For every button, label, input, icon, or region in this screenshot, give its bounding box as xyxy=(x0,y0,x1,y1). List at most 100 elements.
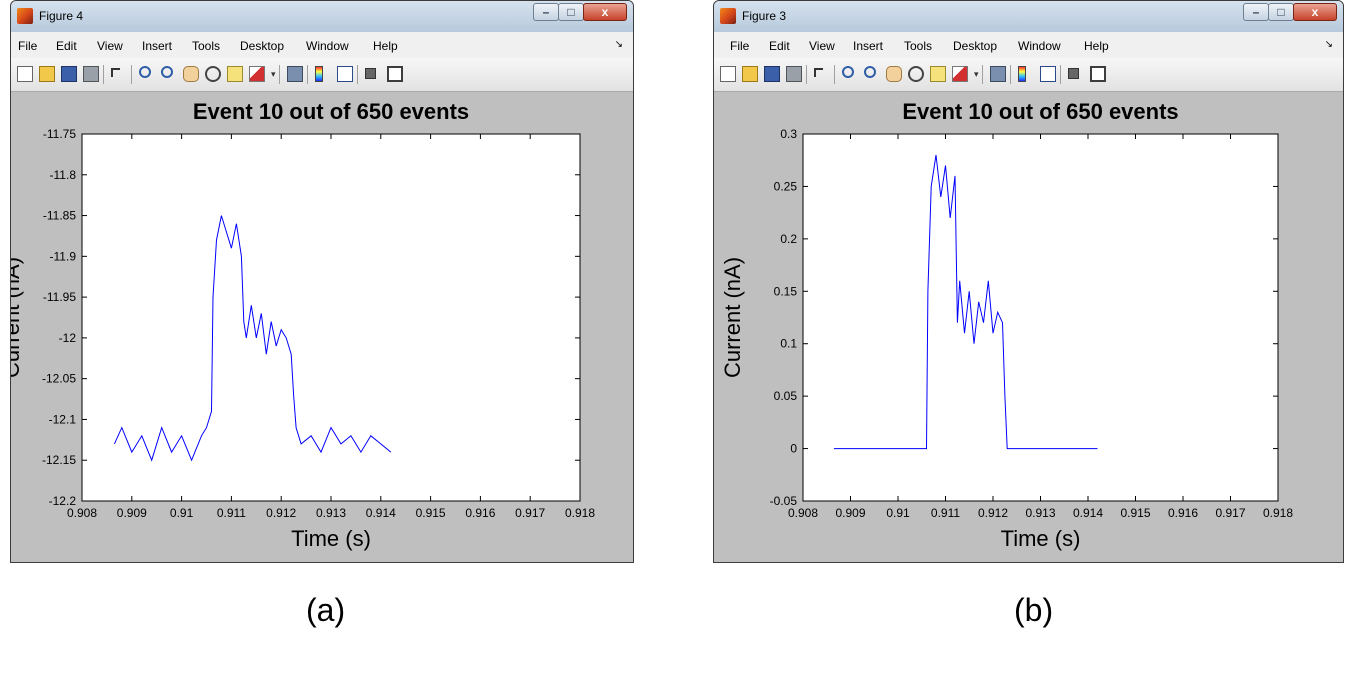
toolbar-separator xyxy=(131,65,132,84)
show-plot-tools-icon[interactable] xyxy=(387,66,403,82)
window-title: Figure 4 xyxy=(39,9,84,23)
save-icon[interactable] xyxy=(764,66,780,82)
chart-title: Event 10 out of 650 events xyxy=(902,99,1178,124)
x-tick-label: 0.913 xyxy=(316,506,346,520)
x-tick-label: 0.909 xyxy=(117,506,147,520)
rotate-3d-icon[interactable] xyxy=(205,66,221,82)
show-plot-tools-icon[interactable] xyxy=(1090,66,1106,82)
y-tick-label: 0.15 xyxy=(774,284,798,298)
data-cursor-icon[interactable] xyxy=(930,66,946,82)
menu-tools[interactable]: Tools xyxy=(192,39,221,53)
x-tick-label: 0.915 xyxy=(1120,506,1150,520)
brush-dropdown-icon[interactable]: ▾ xyxy=(271,69,276,79)
current-trace-line xyxy=(833,154,1098,450)
hide-plot-tools-icon[interactable] xyxy=(1068,68,1079,79)
x-tick-label: 0.918 xyxy=(1263,506,1293,520)
zoom-in-icon[interactable] xyxy=(139,66,151,78)
legend-icon[interactable] xyxy=(1040,66,1056,82)
save-icon[interactable] xyxy=(61,66,77,82)
x-tick-label: 0.909 xyxy=(835,506,865,520)
hide-plot-tools-icon[interactable] xyxy=(365,68,376,79)
menu-file[interactable]: File xyxy=(730,39,750,53)
menu-window[interactable]: Window xyxy=(1018,39,1061,53)
menu-window[interactable]: Window xyxy=(306,39,349,53)
brush-icon[interactable] xyxy=(952,66,968,82)
y-tick-label: -12.05 xyxy=(42,372,76,386)
menu-bar: File Edit View Insert Tools Desktop Wind… xyxy=(714,32,1343,58)
y-tick-label: -11.9 xyxy=(50,249,77,263)
minimize-button[interactable]: – xyxy=(533,3,559,21)
title-bar[interactable]: Figure 3 – □ x xyxy=(714,1,1343,33)
link-plot-icon[interactable] xyxy=(287,66,303,82)
brush-dropdown-icon[interactable]: ▾ xyxy=(974,69,979,79)
axes-box xyxy=(802,133,1279,502)
menu-bar: File Edit View Insert Tools Desktop Wind… xyxy=(11,32,633,58)
open-file-icon[interactable] xyxy=(39,66,55,82)
pan-hand-icon[interactable] xyxy=(886,66,902,82)
matlab-app-icon xyxy=(17,8,33,24)
legend-icon[interactable] xyxy=(337,66,353,82)
toolbar-separator xyxy=(834,65,835,84)
edit-plot-arrow-icon[interactable] xyxy=(111,68,120,77)
chart-title: Event 10 out of 650 events xyxy=(193,99,469,124)
maximize-button[interactable]: □ xyxy=(558,3,584,21)
zoom-out-icon[interactable] xyxy=(161,66,173,78)
menu-edit[interactable]: Edit xyxy=(56,39,77,53)
dock-arrow-icon[interactable]: ↘ xyxy=(614,39,623,50)
menu-file[interactable]: File xyxy=(18,39,38,53)
pan-hand-icon[interactable] xyxy=(183,66,199,82)
x-tick-label: 0.916 xyxy=(465,506,495,520)
dock-arrow-icon[interactable]: ↘ xyxy=(1324,39,1333,50)
link-plot-icon[interactable] xyxy=(990,66,1006,82)
toolbar-separator xyxy=(103,65,104,84)
colorbar-icon[interactable] xyxy=(315,66,323,82)
menu-help[interactable]: Help xyxy=(1084,39,1109,53)
menu-insert[interactable]: Insert xyxy=(853,39,884,53)
menu-desktop[interactable]: Desktop xyxy=(953,39,998,53)
title-bar[interactable]: Figure 4 – □ x xyxy=(11,1,633,33)
y-tick-label: -12.1 xyxy=(49,412,77,426)
y-tick-label: 0.1 xyxy=(780,337,797,351)
menu-insert[interactable]: Insert xyxy=(142,39,173,53)
x-tick-label: 0.911 xyxy=(217,506,246,520)
zoom-out-icon[interactable] xyxy=(864,66,876,78)
y-tick-label: -12.2 xyxy=(49,494,77,508)
figure-toolbar: ▾ xyxy=(11,58,633,92)
minimize-button[interactable]: – xyxy=(1243,3,1269,21)
maximize-button[interactable]: □ xyxy=(1268,3,1294,21)
print-icon[interactable] xyxy=(83,66,99,82)
close-button[interactable]: x xyxy=(583,3,627,21)
close-button[interactable]: x xyxy=(1293,3,1337,21)
menu-desktop[interactable]: Desktop xyxy=(240,39,285,53)
toolbar-separator xyxy=(1060,65,1061,84)
x-tick-label: 0.916 xyxy=(1168,506,1198,520)
menu-help[interactable]: Help xyxy=(373,39,398,53)
new-figure-icon[interactable] xyxy=(17,66,33,82)
toolbar-separator xyxy=(806,65,807,84)
menu-view[interactable]: View xyxy=(809,39,835,53)
y-tick-label: 0 xyxy=(790,442,797,456)
x-tick-label: 0.914 xyxy=(366,506,396,520)
menu-edit[interactable]: Edit xyxy=(769,39,790,53)
edit-plot-arrow-icon[interactable] xyxy=(814,68,823,77)
x-tick-label: 0.915 xyxy=(416,506,446,520)
x-tick-label: 0.91 xyxy=(886,506,910,520)
zoom-in-icon[interactable] xyxy=(842,66,854,78)
x-axis-label: Time (s) xyxy=(291,526,371,551)
y-tick-label: 0.25 xyxy=(774,179,798,193)
brush-icon[interactable] xyxy=(249,66,265,82)
x-tick-label: 0.913 xyxy=(1025,506,1055,520)
y-axis-label: Current (nA) xyxy=(720,257,745,378)
new-figure-icon[interactable] xyxy=(720,66,736,82)
y-tick-label: 0.05 xyxy=(774,389,798,403)
data-cursor-icon[interactable] xyxy=(227,66,243,82)
print-icon[interactable] xyxy=(786,66,802,82)
menu-view[interactable]: View xyxy=(97,39,123,53)
y-axis-label: Current (nA) xyxy=(11,257,24,378)
menu-tools[interactable]: Tools xyxy=(904,39,933,53)
colorbar-icon[interactable] xyxy=(1018,66,1026,82)
rotate-3d-icon[interactable] xyxy=(908,66,924,82)
figure-window-a: Figure 4 – □ x File Edit View Insert Too… xyxy=(10,0,634,563)
y-tick-label: -0.05 xyxy=(770,494,798,508)
open-file-icon[interactable] xyxy=(742,66,758,82)
